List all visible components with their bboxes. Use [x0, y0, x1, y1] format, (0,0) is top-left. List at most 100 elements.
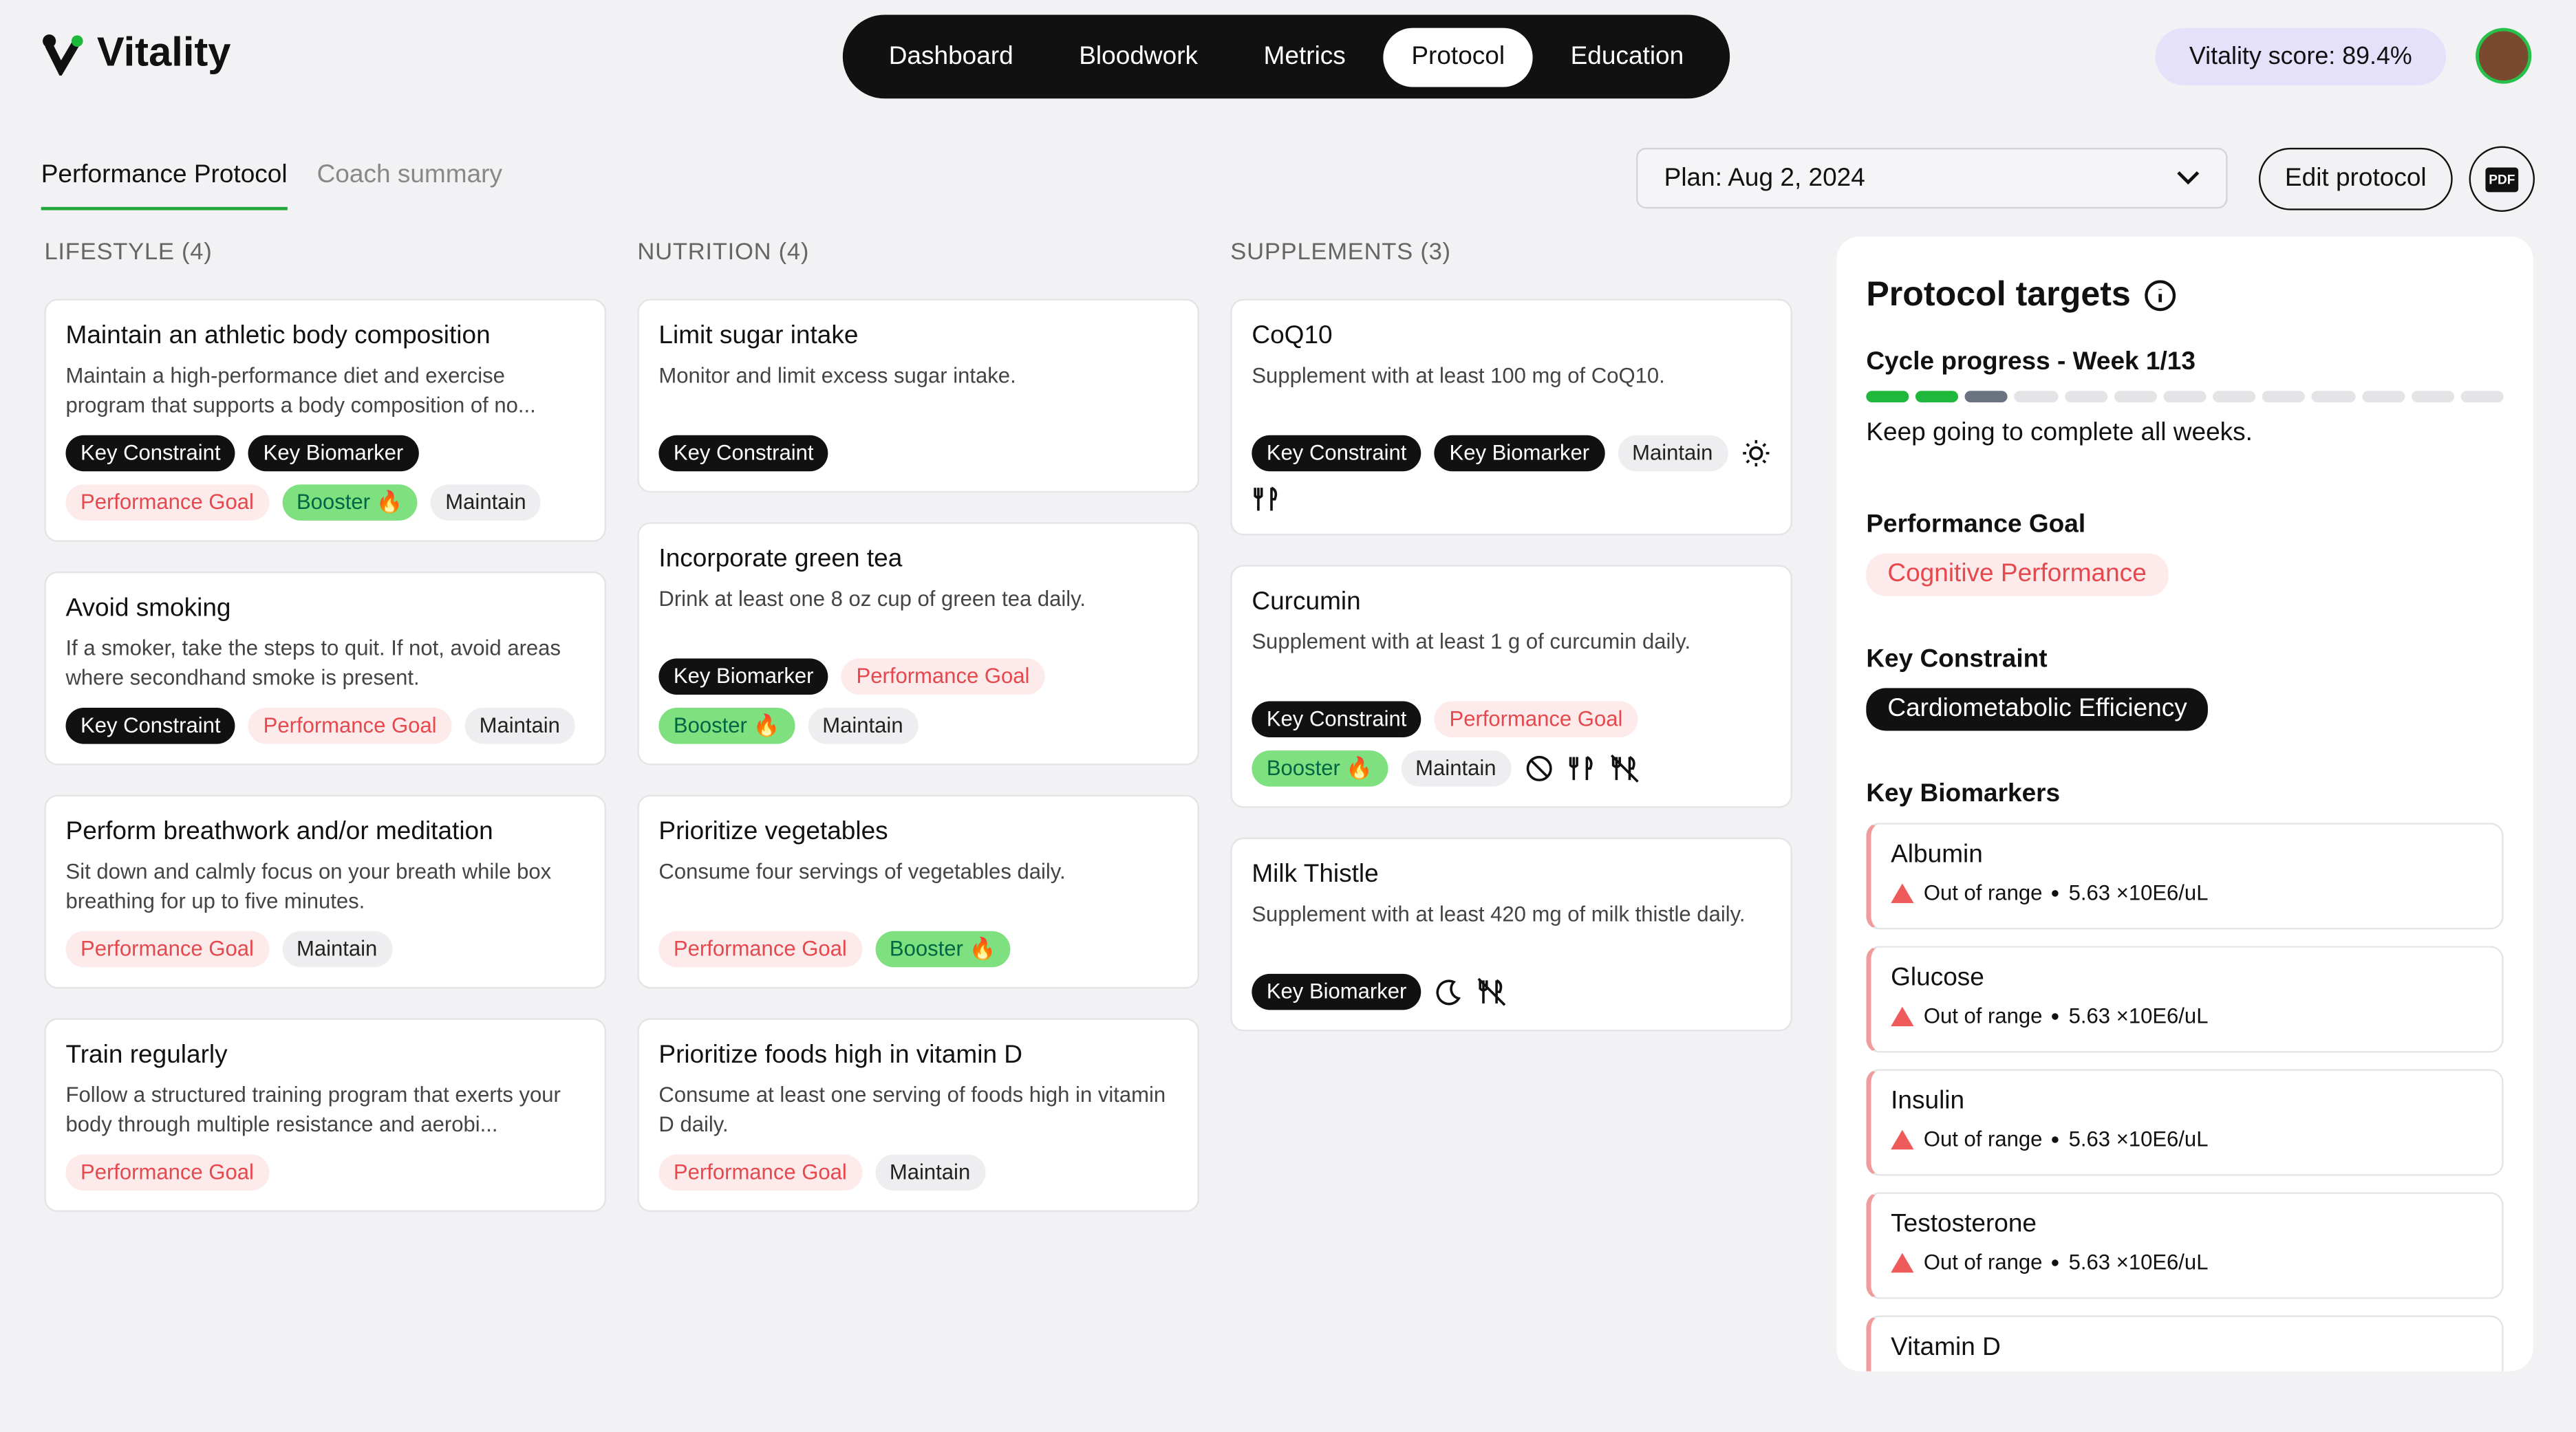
icon-block: [1526, 755, 1552, 781]
nav-item[interactable]: Education: [1570, 41, 1684, 70]
card[interactable]: Curcumin Supplement with at least 1 g of …: [1230, 565, 1792, 808]
card-title: Limit sugar intake: [658, 321, 859, 350]
progress-segment: [1866, 391, 1909, 402]
goal-heading: Performance Goal: [1866, 510, 2086, 539]
biomarker-card[interactable]: Insulin Out of range 5.63 ×10E6/uL: [1866, 1069, 2504, 1176]
biomarker-value: 5.63 ×10E6/uL: [2068, 1126, 2209, 1151]
separator-dot: [2052, 1012, 2059, 1019]
tags: Key Constraint Key Biomarker Performance G…: [65, 435, 585, 521]
nav-item[interactable]: Protocol: [1383, 27, 1533, 87]
card-desc: Monitor and limit excess sugar intake.: [658, 362, 1016, 388]
progress-note: Keep going to complete all weeks.: [1866, 418, 2253, 447]
biomarker-status: Out of range 5.63 ×10E6/uL: [1891, 1127, 2482, 1151]
tag: Performance Goal: [248, 708, 452, 744]
card[interactable]: Train regularly Follow a structured train…: [44, 1018, 607, 1213]
biomarkers-heading: Key Biomarkers: [1866, 780, 2061, 808]
targets-title-text: Protocol targets: [1866, 276, 2131, 314]
tags: Performance Goal Maintain: [658, 1154, 1177, 1191]
biomarker-card[interactable]: Testosterone Out of range 5.63 ×10E6/uL: [1866, 1192, 2504, 1299]
biomarker-card[interactable]: Glucose Out of range 5.63 ×10E6/uL: [1866, 946, 2504, 1053]
tag: Maintain: [874, 1154, 985, 1191]
card-desc: Drink at least one 8 oz cup of green tea…: [658, 586, 1086, 611]
icon-sun: [1742, 440, 1769, 467]
tags: Key Constraint Performance Goal Maintain: [65, 708, 585, 744]
icon-nofood: [1478, 977, 1506, 1006]
logo-mark: [43, 33, 83, 75]
card[interactable]: Prioritize foods high in vitamin D Consum…: [637, 1018, 1199, 1213]
biomarker-card[interactable]: Vitamin D: [1866, 1315, 2504, 1371]
progress-segment: [2262, 391, 2306, 402]
biomarker-card[interactable]: Albumin Out of range 5.63 ×10E6/uL: [1866, 823, 2504, 930]
tag: Booster 🔥: [658, 708, 795, 744]
biomarker-name: Vitamin D: [1891, 1333, 2001, 1362]
progress-segment: [2163, 391, 2207, 402]
progress-segment: [2064, 391, 2107, 402]
tags: Key Constraint: [658, 435, 1177, 472]
tag: Performance Goal: [1435, 701, 1638, 738]
nav-item[interactable]: Metrics: [1263, 41, 1346, 70]
score-pill[interactable]: Vitality score: 89.4%: [2155, 28, 2447, 86]
column: LIFESTYLE (4) Maintain an athletic body c…: [44, 240, 607, 1241]
card-title: Perform breathwork and/or meditation: [65, 818, 493, 846]
tags: Key Constraint Key Biomarker Maintain: [1252, 435, 1770, 514]
card-title: Prioritize vegetables: [658, 818, 888, 846]
tag: Performance Goal: [841, 658, 1044, 695]
warning-icon: [1891, 882, 1914, 902]
logo[interactable]: Vitality: [41, 30, 231, 77]
tag: Key Biomarker: [1252, 973, 1421, 1010]
tag: Maintain: [1617, 435, 1728, 472]
progress-segment: [2411, 391, 2454, 402]
status-text: Out of range: [1923, 880, 2043, 905]
progress-label: Cycle progress - Week 1/13: [1866, 348, 2196, 376]
tag: Key Biomarker: [1435, 435, 1604, 472]
tag: Performance Goal: [65, 1154, 269, 1191]
tag: Maintain: [1400, 750, 1511, 787]
tags: Key Constraint Performance Goal Booster 🔥 M…: [1252, 701, 1770, 787]
avatar[interactable]: [2476, 28, 2532, 84]
card-desc: Supplement with at least 100 mg of CoQ10…: [1252, 362, 1665, 388]
biomarker-value: 5.63 ×10E6/uL: [2068, 880, 2209, 905]
separator-dot: [2052, 889, 2059, 896]
card[interactable]: CoQ10 Supplement with at least 100 mg of …: [1230, 299, 1792, 536]
card[interactable]: Prioritize vegetables Consume four servin…: [637, 794, 1199, 989]
card-desc: Consume at least one serving of foods hi…: [658, 1082, 1166, 1136]
status-text: Out of range: [1923, 1249, 2043, 1274]
column: SUPPLEMENTS (3) CoQ10 Supplement with at l…: [1230, 240, 1792, 1061]
card[interactable]: Incorporate green tea Drink at least one …: [637, 522, 1199, 766]
progress-segment: [2213, 391, 2256, 402]
card[interactable]: Maintain an athletic body composition Mai…: [44, 299, 607, 542]
separator-dot: [2052, 1136, 2059, 1142]
edit-button[interactable]: Edit protocol: [2258, 147, 2453, 210]
goal-tag: Cognitive Performance: [1866, 553, 2168, 596]
card[interactable]: Perform breathwork and/or meditation Sit …: [44, 794, 607, 989]
tag: Maintain: [281, 931, 392, 968]
card[interactable]: Avoid smoking If a smoker, take the steps…: [44, 571, 607, 766]
card-desc: Follow a structured training program tha…: [65, 1082, 561, 1136]
pdf-button[interactable]: PDF: [2469, 146, 2535, 213]
tag: Maintain: [464, 708, 575, 744]
targets-title: Protocol targets: [1866, 276, 2503, 315]
plan-select[interactable]: Plan: Aug 2, 2024: [1636, 147, 2228, 209]
card[interactable]: Limit sugar intake Monitor and limit exce…: [637, 299, 1199, 493]
tag: Maintain: [807, 708, 919, 744]
card[interactable]: Milk Thistle Supplement with at least 420…: [1230, 837, 1792, 1032]
biomarker-status: Out of range 5.63 ×10E6/uL: [1891, 1250, 2482, 1274]
nav-item[interactable]: Dashboard: [888, 41, 1013, 70]
biomarker-status: Out of range 5.63 ×10E6/uL: [1891, 880, 2482, 905]
card-title: Incorporate green tea: [658, 545, 903, 574]
info-icon[interactable]: [2144, 279, 2177, 312]
card-title: Curcumin: [1252, 587, 1361, 616]
tab[interactable]: Coach summary: [316, 160, 503, 189]
tab[interactable]: Performance Protocol: [41, 161, 288, 210]
tags: Key Biomarker Performance Goal Booster 🔥 Ma…: [658, 658, 1177, 744]
biomarker-value: 5.63 ×10E6/uL: [2068, 1249, 2209, 1274]
card-desc: Maintain a high-performance diet and exe…: [65, 362, 536, 417]
tag: Key Biomarker: [658, 658, 828, 695]
card-title: Avoid smoking: [65, 594, 231, 622]
card-desc: Sit down and calmly focus on your breath…: [65, 858, 552, 913]
tags: Key Biomarker: [1252, 973, 1770, 1010]
nav-item[interactable]: Bloodwork: [1079, 41, 1199, 70]
biomarker-name: Glucose: [1891, 964, 1984, 992]
